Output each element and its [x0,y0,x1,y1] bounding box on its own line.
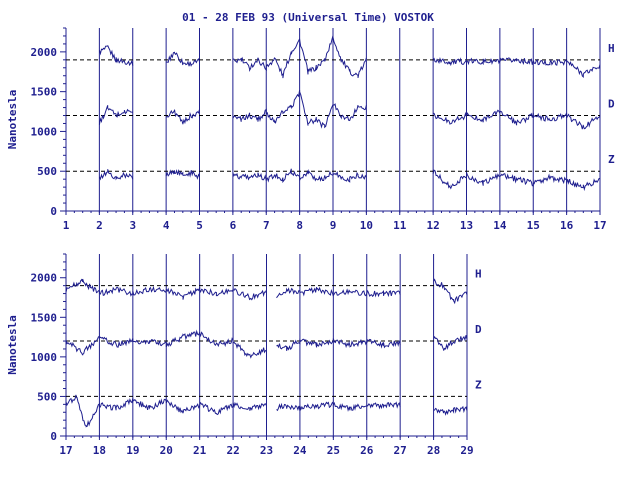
x-tick-label: 18 [93,444,106,457]
x-tick-label: 7 [263,219,270,232]
series-D-trace [165,109,200,125]
component-label-Z: Z [608,153,615,166]
y-tick-label: 0 [50,430,57,443]
x-tick-label: 11 [393,219,407,232]
component-label-D: D [475,323,482,336]
y-tick-label: 2000 [31,272,58,285]
series-D-trace [276,338,401,351]
y-axis-label: Nanotesla [6,315,19,375]
series-H-trace [65,278,267,301]
y-axis-label: Nanotesla [6,90,19,150]
y-tick-label: 500 [37,165,57,178]
x-tick-label: 17 [593,219,606,232]
x-tick-label: 6 [230,219,237,232]
component-label-H: H [475,268,482,281]
x-tick-label: 15 [527,219,540,232]
x-tick-label: 2 [96,219,103,232]
series-D-trace [98,105,133,125]
series-D-trace [433,109,601,130]
series-H-trace [232,35,367,79]
x-tick-label: 9 [330,219,337,232]
x-tick-label: 16 [560,219,574,232]
series-Z-trace [165,169,200,180]
x-tick-label: 5 [196,219,203,232]
series-D-trace [65,329,267,359]
component-label-D: D [608,98,615,111]
series-H-trace [432,57,601,79]
series-Z-trace [98,169,134,181]
series-H-trace [433,278,468,305]
y-tick-label: 500 [37,390,57,403]
x-tick-label: 10 [360,219,373,232]
series-Z-trace [232,168,367,184]
x-tick-label: 3 [129,219,136,232]
x-tick-label: 17 [59,444,72,457]
panel-2: 0 500 1000 1500 2000 17 18 19 20 21 22 23 24 25 26 27 28… [6,253,482,457]
x-tick-label: 21 [193,444,207,457]
y-tick-label: 1500 [31,86,58,99]
series-Z-trace [433,405,468,416]
x-tick-label: 4 [163,219,170,232]
series-Z-trace [432,169,601,192]
x-tick-label: 19 [126,444,139,457]
x-tick-label: 14 [493,219,507,232]
component-label-H: H [608,42,615,55]
x-tick-label: 29 [460,444,473,457]
component-label-Z: Z [475,378,482,391]
y-tick-label: 1000 [31,125,58,138]
x-tick-label: 1 [63,219,70,232]
x-tick-label: 8 [296,219,303,232]
series-H-trace [98,45,134,67]
x-tick-label: 13 [460,219,473,232]
x-tick-label: 12 [427,219,440,232]
x-tick-label: 20 [160,444,173,457]
x-tick-label: 23 [260,444,273,457]
series-H-trace [166,51,200,67]
series-Z-trace [65,394,267,428]
series-D-trace [433,335,468,351]
y-tick-label: 0 [50,205,57,218]
x-tick-label: 27 [394,444,407,457]
series-Z-trace [276,401,401,412]
x-tick-label: 24 [293,444,307,457]
y-tick-label: 2000 [31,46,58,59]
y-tick-label: 1500 [31,311,58,324]
series-D-trace [232,90,367,129]
chart-title: 01 - 28 FEB 93 (Universal Time) VOSTOK [182,11,434,24]
x-tick-label: 22 [226,444,239,457]
x-tick-label: 28 [427,444,440,457]
y-tick-label: 1000 [31,351,58,364]
series-H-trace [276,286,401,299]
x-tick-label: 25 [327,444,340,457]
x-tick-label: 26 [360,444,374,457]
